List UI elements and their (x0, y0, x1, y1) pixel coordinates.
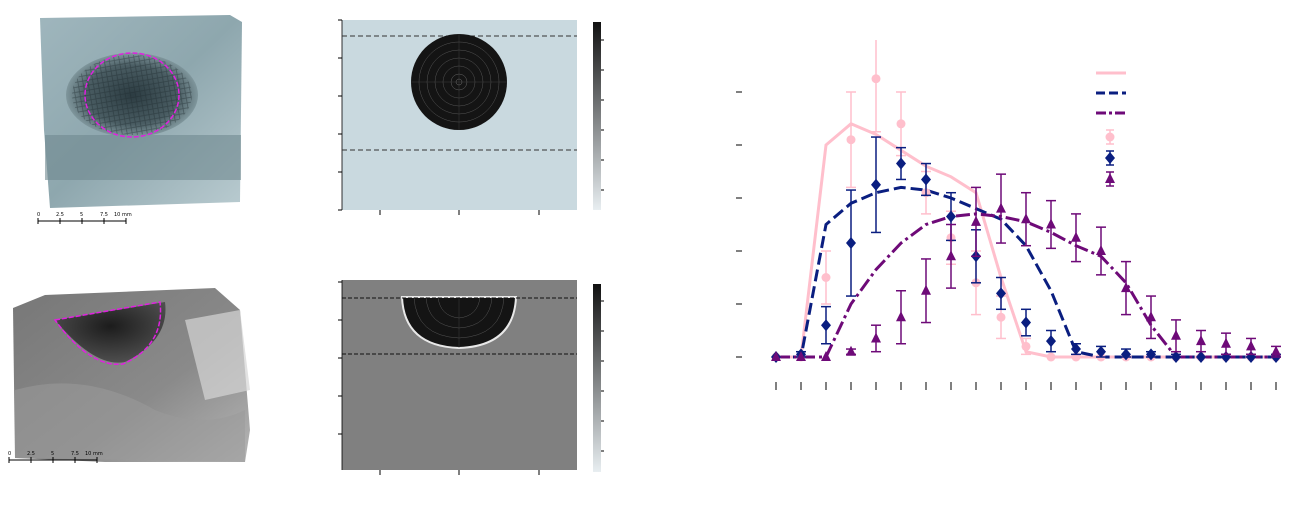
data-point-triangle (1171, 329, 1181, 340)
legend-marker-diamond (1105, 152, 1115, 164)
data-point-triangle (796, 351, 806, 361)
data-point-diamond (1146, 348, 1156, 361)
scale-label: 10 mm (114, 212, 132, 218)
data-point-triangle (1196, 335, 1206, 346)
data-point-triangle (821, 351, 831, 361)
legend (1096, 71, 1126, 187)
data-point-triangle (771, 351, 781, 361)
data-point-triangle (1096, 245, 1106, 255)
data-point-circle (896, 119, 906, 129)
data-point-diamond (896, 157, 906, 170)
data-point-diamond (921, 173, 931, 186)
scale-label: 2.5 (56, 212, 64, 218)
data-point-diamond (821, 319, 831, 332)
data-point-circle (996, 312, 1006, 322)
data-point-triangle (996, 202, 1006, 213)
top-photo-panel: 0 2.5 5 7.5 10 mm (37, 15, 242, 224)
data-point-diamond (1021, 316, 1031, 329)
data-point-triangle (1221, 337, 1231, 348)
dark-band (45, 135, 241, 180)
measured-points (771, 40, 1281, 363)
data-point-circle (846, 135, 856, 145)
data-point-circle (871, 74, 881, 84)
data-point-diamond (1171, 351, 1181, 363)
data-point-diamond (1121, 348, 1131, 361)
legend-marker-triangle (1105, 173, 1115, 183)
colorbar (593, 284, 604, 472)
bottom-photo-panel: 0 2.5 5 7.5 10 mm (8, 288, 250, 463)
top-scale-bar: 0 2.5 5 7.5 10 mm (37, 212, 132, 224)
data-point-diamond (871, 178, 881, 191)
data-point-triangle (971, 215, 981, 226)
data-point-diamond (846, 237, 856, 250)
data-point-triangle (1121, 282, 1131, 293)
bottom-simulation-panel (338, 280, 604, 475)
profile-chart (736, 40, 1281, 390)
top-simulation-panel (338, 19, 604, 215)
colorbar (593, 22, 604, 210)
data-point-triangle (1021, 213, 1031, 224)
scale-label: 7.5 (100, 212, 108, 218)
scale-label: 0 (37, 212, 40, 218)
lesion-outline (84, 52, 180, 138)
data-point-triangle (846, 345, 856, 356)
data-point-diamond (1071, 343, 1081, 356)
data-point-triangle (1246, 340, 1256, 351)
simulated-ablation-zone (411, 34, 507, 130)
scale-label: 5 (51, 451, 54, 457)
scale-label: 0 (8, 451, 11, 457)
data-point-diamond (1196, 351, 1206, 363)
lesion-outline (53, 301, 162, 366)
simulated-ablation-zone (400, 296, 518, 350)
scale-label: 5 (80, 212, 83, 218)
data-point-triangle (921, 284, 931, 295)
legend-marker-circle (1105, 132, 1115, 142)
data-point-triangle (1046, 218, 1056, 229)
data-point-diamond (996, 287, 1006, 300)
data-point-circle (1046, 352, 1056, 362)
x-axis (775, 382, 1277, 390)
scale-label: 10 mm (85, 451, 103, 457)
y-axis (736, 91, 742, 358)
data-point-diamond (1046, 335, 1056, 348)
data-point-triangle (871, 332, 881, 343)
data-point-circle (821, 273, 831, 282)
data-point-triangle (946, 250, 956, 261)
data-point-triangle (1271, 345, 1281, 356)
scale-label: 7.5 (71, 451, 79, 457)
lesion (55, 302, 166, 363)
data-point-triangle (1146, 311, 1156, 322)
data-point-circle (1021, 341, 1031, 351)
data-point-triangle (1071, 231, 1081, 242)
model-curve-2 (776, 185, 1276, 359)
data-point-diamond (946, 210, 956, 223)
scale-label: 2.5 (27, 451, 35, 457)
bottom-scale-bar: 0 2.5 5 7.5 10 mm (8, 451, 103, 463)
data-point-triangle (896, 311, 906, 322)
data-point-diamond (1096, 345, 1106, 358)
